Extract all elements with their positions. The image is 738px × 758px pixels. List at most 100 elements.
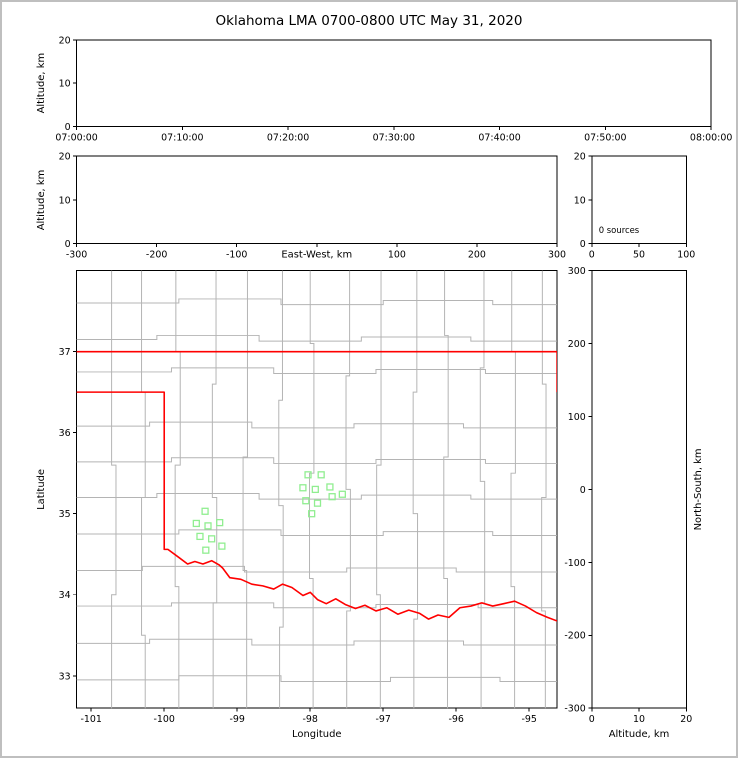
axis-text: Altitude, km — [36, 53, 47, 114]
state-border — [76, 350, 557, 622]
axis-text: -200 — [564, 631, 585, 642]
state-border-line — [76, 391, 557, 622]
axis-text: Altitude, km — [36, 170, 47, 231]
axis-text: 35 — [59, 509, 71, 520]
county-border-line — [345, 270, 351, 709]
axis-text: -100 — [564, 558, 585, 569]
station-marker — [216, 518, 224, 527]
axis-text: Altitude, km — [609, 729, 670, 740]
axis-text: 100 — [388, 250, 406, 261]
station-marker — [208, 535, 216, 543]
station-marker — [338, 490, 346, 498]
axis-text: 07:40:00 — [478, 132, 520, 143]
axis-text: 100 — [568, 412, 586, 423]
axis-text: -99 — [229, 714, 244, 725]
lma-stations — [192, 471, 346, 554]
panel-ns-height: 0 10 20 -300 -200 -100 0 100 200 300 Altitude, km N… — [564, 266, 704, 740]
panel-alt-histogram: 0 50 100 0 10 20 0 sources — [574, 152, 695, 261]
axis-text: 0 — [580, 239, 586, 250]
panel-frame — [76, 39, 712, 127]
axis-text: -101 — [80, 714, 101, 725]
county-border-line — [76, 492, 557, 500]
axis-text: -95 — [522, 714, 537, 725]
station-marker — [308, 510, 316, 518]
county-border-line — [76, 529, 557, 537]
axis-text: Longitude — [292, 729, 341, 740]
axis-text: -300 — [564, 704, 585, 715]
axis-text: -96 — [449, 714, 464, 725]
panel-time-height: 07:00:00 07:10:00 07:20:00 07:30:00 07:40:00… — [36, 35, 733, 143]
station-marker — [192, 519, 200, 528]
station-marker — [204, 522, 212, 530]
axis-text: 20 — [59, 35, 71, 46]
axis-text: 08:00:00 — [690, 132, 732, 143]
axis-text: 33 — [59, 671, 71, 682]
panel-frame — [591, 155, 687, 245]
station-marker — [328, 493, 336, 501]
county-border-line — [242, 270, 248, 709]
county-border-line — [76, 638, 557, 646]
axis-text: 50 — [633, 250, 645, 261]
station-marker — [313, 499, 322, 507]
axis-text: 10 — [574, 195, 586, 206]
axis-text: -300 — [66, 250, 87, 261]
county-border-line — [76, 421, 557, 429]
station-marker — [304, 471, 312, 479]
county-border-line — [412, 270, 419, 709]
axis-text: 36 — [59, 428, 71, 439]
station-marker — [311, 485, 319, 494]
axis-text: Latitude — [36, 469, 47, 510]
axis-text: 07:10:00 — [161, 132, 203, 143]
station-marker — [299, 484, 307, 492]
county-border-line — [76, 675, 557, 682]
axis-text: 07:00:00 — [55, 132, 97, 143]
county-border-line — [76, 565, 557, 573]
axis-text: 20 — [574, 152, 586, 163]
axis-text: 10 — [633, 714, 645, 725]
station-marker — [218, 542, 226, 550]
axis-text: 07:50:00 — [584, 132, 626, 143]
panel-frame — [76, 270, 558, 709]
axis-text: 100 — [677, 250, 695, 261]
county-border-line — [76, 457, 557, 464]
station-marker — [201, 507, 209, 515]
axis-text: 0 — [589, 250, 595, 261]
axis-text: 300 — [548, 250, 566, 261]
sources-count-label: 0 sources — [599, 225, 639, 235]
axis-text: 07:30:00 — [373, 132, 415, 143]
county-border-line — [376, 270, 382, 709]
axis-text: 37 — [59, 347, 71, 358]
station-marker — [302, 497, 310, 505]
panel-plan-map: -101 -100 -99 -98 -97 -96 -95 33 34 35 36 37 Longitu… — [36, 270, 558, 740]
county-border-line — [309, 270, 315, 709]
axis-text: -200 — [146, 250, 167, 261]
axis-text: 07:20:00 — [267, 132, 309, 143]
county-border-line — [76, 367, 557, 375]
axis-text: 20 — [680, 714, 692, 725]
axis-text: 20 — [59, 152, 71, 163]
axis-text: 300 — [568, 266, 586, 277]
axis-text: North-South, km — [693, 448, 704, 530]
axis-text: 200 — [468, 250, 486, 261]
axis-text: 34 — [59, 590, 71, 601]
axis-text: East-West, km — [281, 250, 352, 261]
axis-text: 0 — [589, 714, 595, 725]
axis-text: -98 — [303, 714, 318, 725]
panel-frame — [76, 155, 558, 245]
county-border-line — [278, 270, 284, 709]
axis-text: 10 — [59, 79, 71, 90]
axis-text: 10 — [59, 195, 71, 206]
axis-text: 0 — [65, 239, 71, 250]
axis-text: -100 — [226, 250, 247, 261]
station-marker — [326, 483, 334, 491]
axis-text: -100 — [153, 714, 174, 725]
panel-frame — [591, 270, 687, 709]
county-border-line — [76, 602, 557, 609]
county-border-line — [443, 270, 449, 709]
figure-title: Oklahoma LMA 0700-0800 UTC May 31, 2020 — [215, 13, 523, 29]
county-border-line — [541, 270, 547, 709]
axis-text: 0 — [65, 122, 71, 133]
panel-ew-height: -300 -200 -100 100 200 300 0 10 20 East-West, km A… — [36, 152, 566, 261]
